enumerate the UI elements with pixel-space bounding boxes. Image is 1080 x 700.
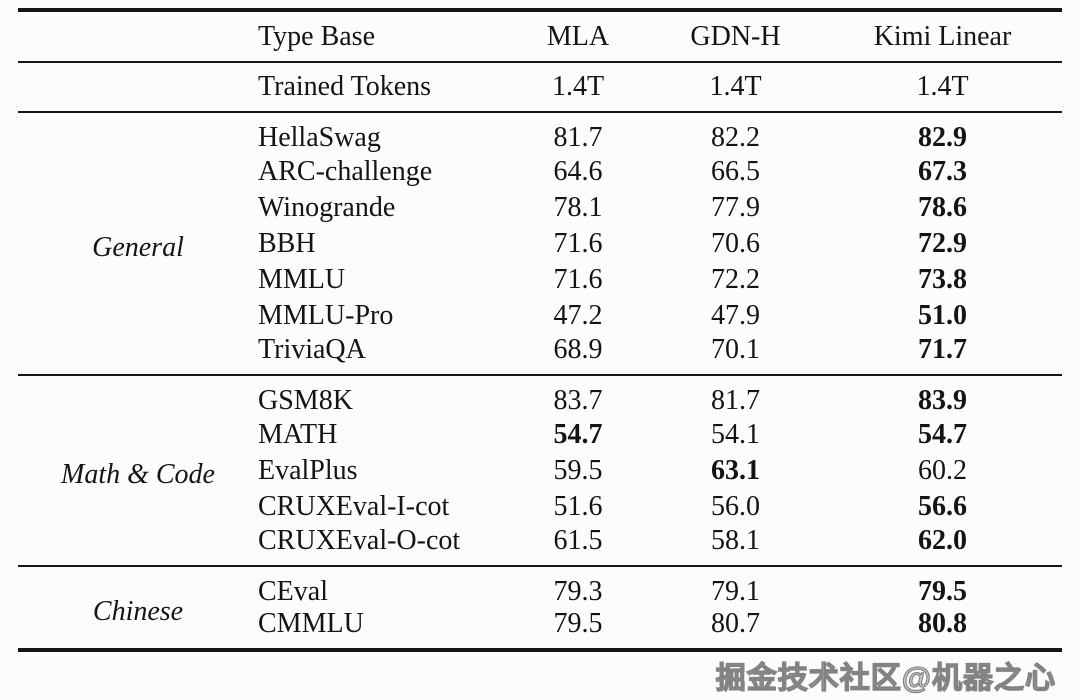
trained-tokens-value: 1.4T — [709, 71, 762, 102]
trained-tokens-label: Trained Tokens — [258, 71, 432, 102]
score-cell: 56.6 — [918, 491, 967, 522]
table-row: Winogrande 78.1 77.9 78.6 — [18, 190, 1062, 226]
section-math-code: Math & Code GSM8K 83.7 81.7 83.9 MATH 54.7 54.1… — [18, 375, 1062, 566]
benchmark-name: EvalPlus — [258, 455, 358, 486]
table-row: Chinese CEval 79.3 79.1 79.5 — [18, 566, 1062, 627]
benchmark-name: BBH — [258, 228, 316, 259]
trained-tokens-section: Trained Tokens 1.4T 1.4T 1.4T — [18, 62, 1062, 112]
benchmark-name: HellaSwag — [258, 122, 381, 153]
score-cell: 60.2 — [918, 455, 967, 486]
score-cell: 51.0 — [918, 300, 967, 331]
score-cell: 71.7 — [918, 334, 967, 365]
col-header-type-base: Type Base — [258, 20, 376, 52]
score-cell: 66.5 — [711, 156, 760, 187]
benchmark-name: MMLU — [258, 264, 346, 295]
score-cell: 79.3 — [553, 576, 603, 607]
score-cell: 54.1 — [711, 419, 760, 450]
table-row: CRUXEval-O-cot 61.5 58.1 62.0 — [18, 525, 1062, 566]
trained-tokens-value: 1.4T — [916, 71, 969, 102]
score-cell: 54.7 — [553, 419, 603, 450]
table-row: TriviaQA 68.9 70.1 71.7 — [18, 334, 1062, 375]
benchmark-name: ARC-challenge — [258, 156, 433, 187]
table-row: CRUXEval-I-cot 51.6 56.0 56.6 — [18, 489, 1062, 525]
score-cell: 82.2 — [711, 122, 760, 153]
trained-tokens-value: 1.4T — [551, 71, 605, 102]
score-cell: 81.7 — [553, 122, 603, 153]
score-cell: 78.1 — [553, 192, 603, 223]
benchmark-name: CRUXEval-O-cot — [258, 525, 461, 556]
score-cell: 59.5 — [553, 455, 603, 486]
benchmark-table: Type Base MLA GDN-H Kimi Linear Trained … — [18, 8, 1062, 652]
group-label: Math & Code — [61, 459, 215, 490]
table-row: Math & Code GSM8K 83.7 81.7 83.9 — [18, 375, 1062, 490]
score-cell: 80.8 — [918, 608, 967, 639]
score-cell: 82.9 — [918, 122, 967, 153]
table-row: MMLU 71.6 72.2 73.8 — [18, 262, 1062, 298]
section-general: General HellaSwag 81.7 82.2 82.9 ARC-challeng… — [18, 112, 1062, 375]
benchmark-name: CEval — [258, 576, 328, 607]
benchmark-name: CRUXEval-I-cot — [258, 491, 450, 522]
score-cell: 67.3 — [918, 156, 967, 187]
trained-tokens-row: Trained Tokens 1.4T 1.4T 1.4T — [18, 62, 1062, 112]
score-cell: 68.9 — [553, 334, 603, 365]
score-cell: 83.7 — [553, 385, 603, 416]
score-cell: 79.1 — [711, 576, 760, 607]
score-cell: 71.6 — [553, 264, 603, 295]
score-cell: 71.6 — [553, 228, 603, 259]
score-cell: 72.9 — [918, 228, 967, 259]
score-cell: 79.5 — [553, 608, 603, 639]
benchmark-name: CMMLU — [258, 608, 364, 639]
score-cell: 78.6 — [918, 192, 967, 223]
benchmark-name: Winogrande — [258, 192, 396, 223]
score-cell: 47.9 — [711, 300, 760, 331]
col-header-mla: MLA — [546, 20, 610, 52]
group-label: General — [92, 232, 184, 263]
score-cell: 80.7 — [711, 608, 760, 639]
score-cell: 77.9 — [711, 192, 760, 223]
score-cell: 81.7 — [711, 385, 760, 416]
table-row: BBH 71.6 70.6 72.9 — [18, 226, 1062, 262]
header-row: Type Base MLA GDN-H Kimi Linear — [18, 10, 1062, 62]
table-row: MATH 54.7 54.1 54.7 — [18, 417, 1062, 453]
watermark: 掘金技术社区@机器之心 — [715, 661, 1056, 695]
score-cell: 61.5 — [553, 525, 603, 556]
table-row: MMLU-Pro 47.2 47.9 51.0 — [18, 298, 1062, 334]
score-cell: 51.6 — [553, 491, 603, 522]
score-cell: 47.2 — [553, 300, 603, 331]
section-chinese: Chinese CEval 79.3 79.1 79.5 CMMLU 79.5 80.7 80.… — [18, 566, 1062, 650]
score-cell: 64.6 — [553, 156, 603, 187]
benchmark-name: GSM8K — [258, 385, 353, 416]
tokens-empty-cell — [18, 62, 258, 112]
score-cell: 70.1 — [711, 334, 760, 365]
table-header: Type Base MLA GDN-H Kimi Linear — [18, 10, 1062, 62]
score-cell: 63.1 — [711, 455, 760, 486]
score-cell: 62.0 — [918, 525, 967, 556]
header-empty-cell — [18, 10, 258, 62]
score-cell: 56.0 — [711, 491, 760, 522]
table-row: General HellaSwag 81.7 82.2 82.9 — [18, 112, 1062, 263]
benchmark-name: MATH — [258, 419, 338, 450]
score-cell: 70.6 — [711, 228, 760, 259]
benchmark-name: MMLU-Pro — [258, 300, 394, 331]
group-label: Chinese — [92, 596, 184, 627]
paper-table-page: Type Base MLA GDN-H Kimi Linear Trained … — [0, 8, 1080, 700]
score-cell: 58.1 — [711, 525, 760, 556]
score-cell: 83.9 — [918, 385, 967, 416]
col-header-kimi-linear: Kimi Linear — [873, 20, 1012, 52]
table-row: ARC-challenge 64.6 66.5 67.3 — [18, 154, 1062, 190]
score-cell: 79.5 — [918, 576, 967, 607]
table-row: EvalPlus 59.5 63.1 60.2 — [18, 453, 1062, 489]
score-cell: 54.7 — [918, 419, 967, 450]
score-cell: 73.8 — [918, 264, 967, 295]
benchmark-name: TriviaQA — [258, 334, 366, 365]
col-header-gdn-h: GDN-H — [690, 20, 781, 52]
table-row: CMMLU 79.5 80.7 80.8 — [18, 608, 1062, 650]
score-cell: 72.2 — [711, 264, 760, 295]
